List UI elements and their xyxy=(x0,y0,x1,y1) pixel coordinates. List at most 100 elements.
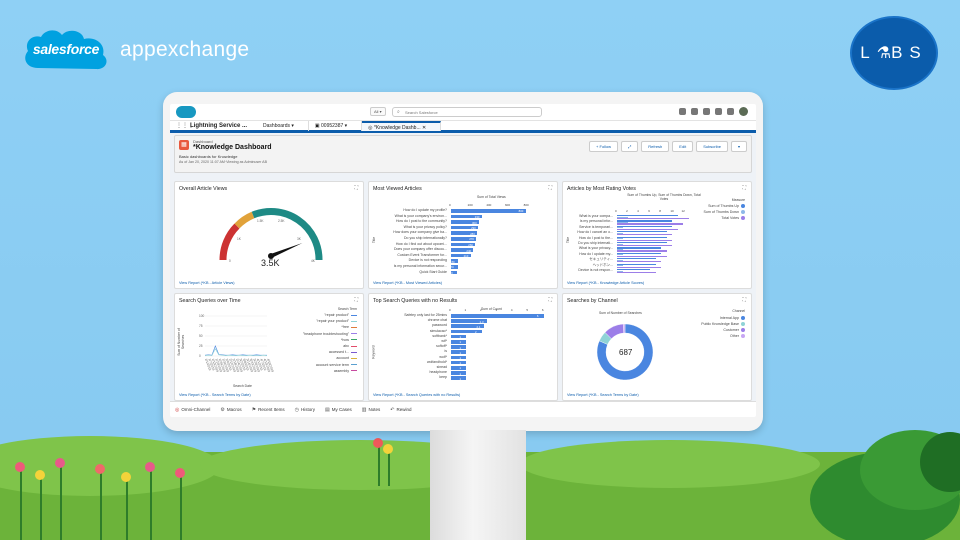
salesforce-logo-icon[interactable] xyxy=(176,106,196,118)
category-label: headphone xyxy=(429,370,447,375)
fullscreen-button[interactable]: ⤢ xyxy=(621,141,639,152)
expand-icon[interactable]: ⛶ xyxy=(742,297,746,303)
panel-search-queries-over-time: Search Queries over Time ⛶ Sum of Number… xyxy=(174,293,364,401)
utility-omni-channel[interactable]: ◎ Omni-Channel xyxy=(175,407,210,413)
legend-item: "headphone troubleshooting" xyxy=(303,332,357,336)
expand-icon[interactable]: ⛶ xyxy=(548,185,552,191)
legend-swatch xyxy=(351,339,357,341)
edit-button[interactable]: Edit xyxy=(672,141,694,152)
follow-button[interactable]: + Follow xyxy=(589,141,619,152)
y-tick-label: 50 xyxy=(199,334,203,338)
x-tick-label: 4/1/2019 xyxy=(256,358,264,371)
help-icon[interactable] xyxy=(703,108,710,115)
utility-recent-items[interactable]: ⚑ Recent Items xyxy=(252,407,285,413)
legend-item: Public Knowledge Base xyxy=(701,322,745,327)
data-label: 210 xyxy=(463,254,469,259)
tab-knowledge-dashboard[interactable]: ◎ *Knowledge Dashb... ✕ xyxy=(362,120,442,131)
search-scope-dropdown[interactable]: All ▾ xyxy=(370,107,386,116)
view-report-link[interactable]: View Report (*KB - Search Terms by Date) xyxy=(567,393,639,397)
legend-label: Sum of Thumbs Up xyxy=(708,204,739,208)
expand-icon[interactable]: ⛶ xyxy=(548,297,552,303)
category-label: ヘッドホン... xyxy=(592,262,613,267)
tab-label: Dashboards xyxy=(263,122,290,129)
series-line xyxy=(204,348,268,356)
category-label: Quick Start Guide xyxy=(419,269,447,274)
more-actions-button[interactable]: ▾ xyxy=(730,141,747,152)
rewind-icon: ↶ xyxy=(390,406,395,413)
legend-label: assembly xyxy=(333,368,349,373)
setup-gear-icon[interactable] xyxy=(715,108,722,115)
gauge-tick-label: 1K xyxy=(237,237,242,241)
x-tick-label: 4/7/2019 xyxy=(259,358,267,371)
tab-dashboards[interactable]: Dashboards ▾ xyxy=(257,120,309,131)
legend-label: "headphone troubleshooting" xyxy=(302,331,349,336)
category-label: What is your compa... xyxy=(579,214,613,218)
notes-icon: ▥ xyxy=(361,406,367,413)
app-launcher-icon[interactable]: ⋮⋮⋮ xyxy=(176,123,194,129)
subscribe-button[interactable]: Subscribe xyxy=(696,141,728,152)
expand-icon[interactable]: ⛶ xyxy=(354,185,358,191)
bar-sum-of-thumbs-down xyxy=(617,238,623,240)
salesforce-wordmark: salesforce xyxy=(32,41,100,57)
expand-icon[interactable]: ⛶ xyxy=(354,297,358,303)
expand-icon[interactable]: ⛶ xyxy=(742,185,746,191)
utility-history[interactable]: ◷ History xyxy=(295,407,315,413)
page-title: *Knowledge Dashboard xyxy=(193,144,272,151)
user-avatar[interactable] xyxy=(739,107,748,116)
bar-sum-of-thumbs-up xyxy=(617,252,662,254)
global-search-input[interactable]: ⌕ Search Salesforce xyxy=(392,107,542,117)
bar-sum-of-thumbs-down xyxy=(617,227,623,229)
bar-sum-of-thumbs-up xyxy=(617,215,678,217)
legend-label: *how xyxy=(341,337,349,342)
bar xyxy=(451,371,467,375)
legend-label: account xyxy=(336,356,349,361)
monitor-stand xyxy=(430,430,526,540)
legend-item: accessed t... xyxy=(329,350,357,354)
global-header: All ▾ ⌕ Search Salesforce xyxy=(170,104,756,121)
x-tick-label: 0 xyxy=(615,209,617,213)
legend-item: *free xyxy=(341,325,357,329)
bar-total-votes xyxy=(617,234,673,236)
appexchange-wordmark: appexchange xyxy=(120,38,250,61)
utility-macros[interactable]: ⚙ Macros xyxy=(220,407,241,413)
data-label: 1 xyxy=(459,355,462,360)
view-report-link[interactable]: View Report (*KB - Search Queries with n… xyxy=(373,393,461,397)
tab-case[interactable]: ▣ 00952387 ▾ xyxy=(309,120,363,131)
bar xyxy=(451,334,467,339)
view-report-link[interactable]: View Report (*KB - Search Terms by Date) xyxy=(179,393,251,397)
utility-my-cases[interactable]: ▤ My Cases xyxy=(325,407,352,413)
x-tick-label: 1/31/2019 xyxy=(221,358,230,373)
view-report-link[interactable]: View Report (*KB - Most Viewed Articles) xyxy=(373,281,443,285)
panel-title: Most Viewed Articles xyxy=(373,186,422,192)
legend-swatch xyxy=(741,204,745,209)
legend-item: Sum of Thumbs Up xyxy=(708,204,745,209)
bar-sum-of-thumbs-up xyxy=(617,242,667,244)
refresh-button[interactable]: Refresh xyxy=(641,141,670,152)
bar-sum-of-thumbs-up xyxy=(617,263,656,265)
bar-total-votes xyxy=(617,228,678,230)
notifications-bell-icon[interactable] xyxy=(727,108,734,115)
utility-label: My Cases xyxy=(331,406,352,412)
x-tick-label: 4/19/2019 xyxy=(266,358,275,373)
view-report-link[interactable]: View Report (*KB - Knowledge Article Sco… xyxy=(567,281,645,285)
legend-swatch xyxy=(351,364,357,366)
category-label: sinead xyxy=(436,365,447,369)
category-label: softoff* xyxy=(436,344,447,349)
x-tick-label: 3/26/2019 xyxy=(252,358,261,373)
category-label: What is your company's environ... xyxy=(394,213,447,218)
add-icon[interactable] xyxy=(691,108,698,115)
legend-swatch xyxy=(351,333,357,335)
data-label: 6 xyxy=(536,314,539,319)
utility-notes[interactable]: ▥ Notes xyxy=(362,407,381,413)
data-label: 1 xyxy=(459,376,462,381)
favorites-icon[interactable] xyxy=(679,108,686,115)
x-tick-label: 3/2/2019 xyxy=(239,358,247,371)
gauge-tick-label: 4K xyxy=(311,259,316,263)
donut-slice xyxy=(622,323,626,334)
utility-rewind[interactable]: ↶ Rewind xyxy=(390,407,411,413)
legend-label: "repair product" xyxy=(324,313,349,317)
panel-no-result-queries: Top Search Queries with no Results ⛶ Sum… xyxy=(368,293,558,401)
view-report-link[interactable]: View Report (*KB - Article Views) xyxy=(179,281,235,285)
data-label: 2 xyxy=(474,329,477,334)
x-tick-label: 1 xyxy=(464,308,467,312)
